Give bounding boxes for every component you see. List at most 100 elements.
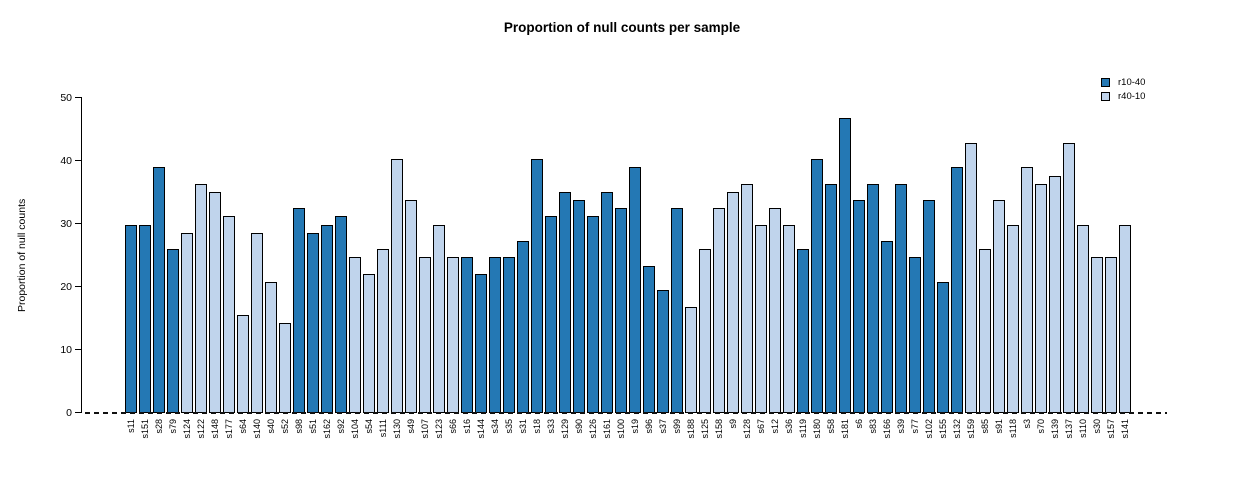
y-tick-label: 30 [60, 217, 72, 230]
bar-s90 [573, 200, 585, 413]
x-tick-label-s9: s9 [728, 419, 738, 429]
x-tick-label-s158: s158 [714, 419, 724, 439]
x-tick-label-s111: s111 [378, 419, 388, 438]
bar-s3 [1021, 167, 1033, 413]
legend-label-r10-40: r10-40 [1118, 76, 1146, 88]
bar-s16 [461, 257, 473, 413]
x-tick-label-s39: s39 [896, 419, 906, 434]
legend: r10-40 r40-10 [1101, 75, 1145, 103]
bar-s157 [1105, 257, 1117, 413]
x-tick-label-s139: s139 [1050, 419, 1060, 439]
bar-s64 [237, 314, 249, 413]
bar-s85 [979, 249, 991, 413]
bar-s123 [433, 224, 445, 413]
x-tick-label-s67: s67 [756, 419, 766, 434]
x-tick-label-s79: s79 [168, 419, 178, 434]
bar-s166 [881, 241, 893, 413]
y-tick-mark [75, 223, 82, 225]
bar-s144 [475, 273, 487, 413]
x-tick-label-s188: s188 [686, 419, 696, 439]
bar-s37 [657, 290, 669, 413]
bar-s161 [601, 191, 613, 413]
x-tick-label-s161: s161 [602, 419, 612, 439]
x-tick-label-s180: s180 [812, 419, 822, 439]
x-tick-label-s54: s54 [364, 419, 374, 434]
bar-s100 [615, 208, 627, 413]
bar-s129 [559, 191, 571, 413]
bar-s158 [713, 208, 725, 413]
x-tick-label-s30: s30 [1092, 419, 1102, 434]
bar-s91 [993, 200, 1005, 413]
bar-s12 [769, 208, 781, 413]
bar-s137 [1063, 142, 1075, 413]
x-tick-label-s96: s96 [644, 419, 654, 434]
bar-s130 [391, 159, 403, 413]
bar-s40 [265, 281, 277, 413]
x-tick-label-s166: s166 [882, 419, 892, 439]
bar-s54 [363, 273, 375, 413]
bar-s18 [531, 159, 543, 413]
bar-s188 [685, 306, 697, 413]
bar-s151 [139, 224, 151, 413]
y-tick-label: 20 [60, 280, 72, 293]
bar-s119 [797, 249, 809, 413]
x-tick-label-s123: s123 [434, 419, 444, 439]
bar-s96 [643, 265, 655, 413]
legend-item-r40-10: r40-10 [1101, 89, 1145, 103]
plot-area [125, 98, 1135, 413]
bar-s9 [727, 191, 739, 413]
bar-s39 [895, 183, 907, 413]
x-tick-label-s118: s118 [1008, 419, 1018, 438]
bar-s162 [321, 224, 333, 413]
bar-s30 [1091, 257, 1103, 413]
bar-s180 [811, 159, 823, 413]
x-tick-label-s128: s128 [742, 419, 752, 439]
bar-s110 [1077, 224, 1089, 413]
legend-swatch-r40-10 [1101, 91, 1110, 101]
x-tick-label-s155: s155 [938, 419, 948, 439]
x-tick-label-s122: s122 [196, 419, 206, 439]
y-tick-label: 50 [60, 91, 72, 104]
x-tick-label-s83: s83 [868, 419, 878, 434]
x-tick-label-s104: s104 [350, 419, 360, 439]
x-tick-label-s126: s126 [588, 419, 598, 439]
bar-s83 [867, 183, 879, 413]
bar-s177 [223, 216, 235, 413]
x-tick-label-s91: s91 [994, 419, 1004, 434]
x-tick-label-s12: s12 [770, 419, 780, 434]
x-tick-label-s99: s99 [672, 419, 682, 434]
x-tick-label-s92: s92 [336, 419, 346, 434]
x-tick-label-s51: s51 [308, 419, 318, 434]
bar-s107 [419, 257, 431, 413]
x-tick-label-s31: s31 [518, 419, 528, 434]
x-tick-label-s102: s102 [924, 419, 934, 439]
x-tick-label-s130: s130 [392, 419, 402, 439]
bar-s51 [307, 232, 319, 413]
y-axis-line [81, 98, 82, 413]
bar-s35 [503, 257, 515, 413]
bar-s67 [755, 224, 767, 413]
y-tick-label: 40 [60, 154, 72, 167]
x-tick-label-s66: s66 [448, 419, 458, 434]
x-tick-label-s107: s107 [420, 419, 430, 439]
legend-swatch-r10-40 [1101, 77, 1110, 87]
bar-s79 [167, 249, 179, 413]
y-tick-label: 0 [66, 406, 72, 419]
x-tick-label-s6: s6 [854, 419, 864, 429]
x-tick-label-s177: s177 [224, 419, 234, 439]
x-tick-label-s144: s144 [476, 419, 486, 439]
x-tick-label-s129: s129 [560, 419, 570, 439]
x-tick-label-s70: s70 [1036, 419, 1046, 434]
y-tick-mark [75, 412, 82, 414]
x-tick-label-s151: s151 [140, 419, 150, 439]
chart-title: Proportion of null counts per sample [503, 20, 741, 35]
bar-s70 [1035, 183, 1047, 413]
x-tick-label-s159: s159 [966, 419, 976, 439]
y-tick-mark [75, 97, 82, 99]
x-tick-label-s90: s90 [574, 419, 584, 434]
x-tick-label-s110: s110 [1078, 419, 1088, 438]
bar-s124 [181, 232, 193, 413]
bar-s11 [125, 224, 137, 413]
bar-s181 [839, 118, 851, 413]
